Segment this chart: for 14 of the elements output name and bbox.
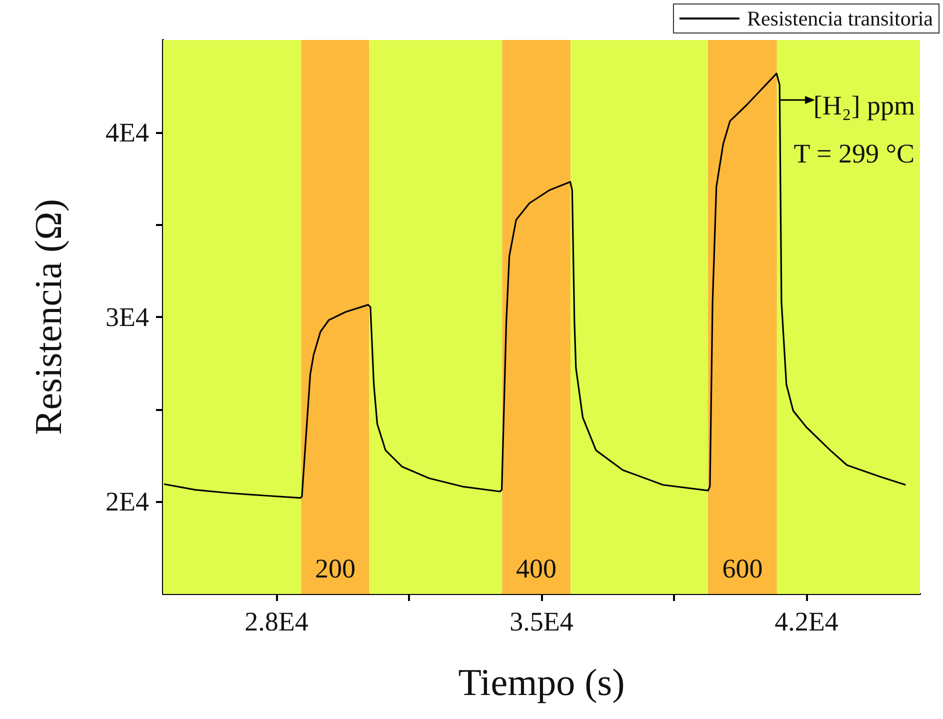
annotation: T = 299 °C (794, 138, 915, 168)
y-tick-label: 2E4 (106, 486, 150, 517)
band-label: 600 (722, 554, 763, 584)
band-label: 400 (516, 554, 557, 584)
x-tick-label: 2.8E4 (244, 606, 309, 636)
x-tick-label: 4.2E4 (774, 606, 839, 636)
y-axis-title: Resistencia (Ω) (28, 198, 70, 436)
x-axis-title: Tiempo (s) (458, 662, 625, 704)
legend-label: Resistencia transitoria (746, 6, 934, 30)
band-label: 200 (314, 554, 356, 584)
y-tick-label: 4E4 (106, 117, 150, 148)
y-tick-label: 3E4 (106, 302, 150, 332)
annotation: [H₂] ppm (813, 90, 916, 120)
x-tick-label: 3.5E4 (510, 606, 574, 636)
